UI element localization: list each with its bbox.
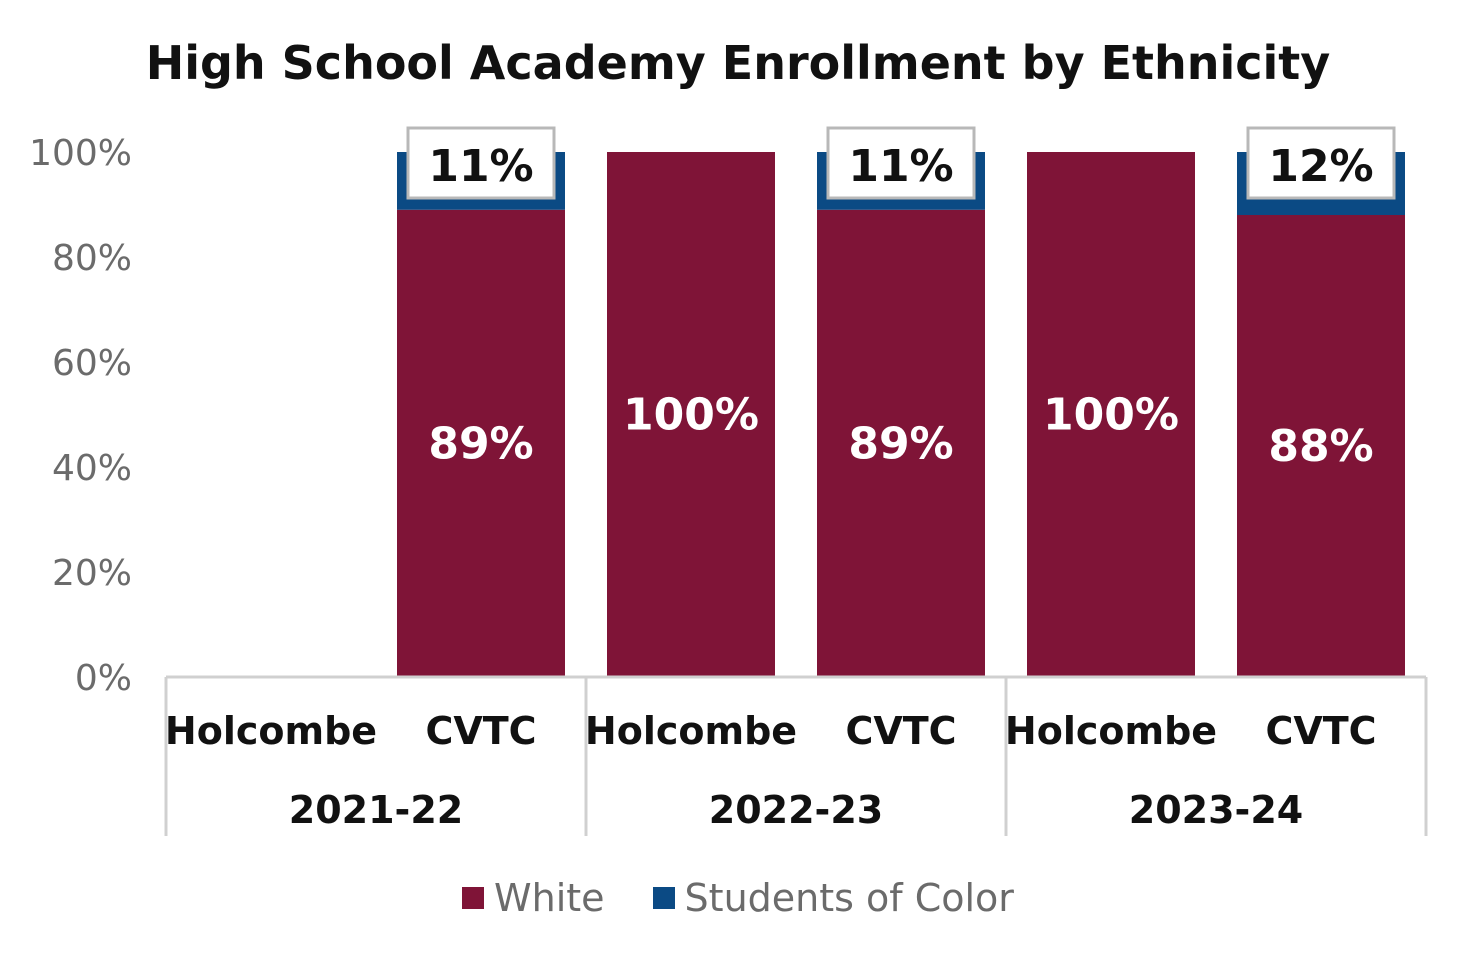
legend-label-students-of-color: Students of Color: [684, 876, 1014, 920]
y-tick-label: 40%: [52, 448, 132, 489]
y-tick-label: 20%: [52, 553, 132, 594]
data-label-white: 100%: [1043, 390, 1179, 441]
bar-white: [1027, 152, 1195, 677]
x-group-label: 2021-22: [289, 788, 463, 832]
legend-swatch-white: [462, 887, 485, 909]
data-label-students-of-color: 12%: [1268, 141, 1373, 192]
x-group-label: 2022-23: [709, 788, 883, 832]
chart-title: High School Academy Enrollment by Ethnic…: [145, 36, 1331, 90]
x-group-label: 2023-24: [1129, 788, 1303, 832]
x-category-label: Holcombe: [165, 709, 377, 753]
data-label-students-of-color: 11%: [428, 141, 533, 192]
data-label-white: 89%: [848, 418, 953, 469]
y-tick-label: 100%: [29, 133, 132, 174]
bar-white: [1237, 215, 1405, 677]
y-tick-label: 60%: [52, 343, 132, 384]
chart-plot: 0% 20% 40% 60% 80% 100% 89% 11% 100% 89% 11% 100% 88…: [29, 126, 1428, 836]
x-category-label: CVTC: [1265, 709, 1376, 753]
y-tick-label: 0%: [75, 658, 132, 699]
x-category-label: Holcombe: [585, 709, 797, 753]
data-label-white: 89%: [428, 418, 533, 469]
data-label-box: [406, 126, 556, 200]
legend: White Students of Color: [0, 876, 1476, 920]
legend-label-white: White: [494, 876, 605, 920]
legend-swatch-students-of-color: [652, 887, 675, 909]
data-label-white: 100%: [623, 390, 759, 441]
data-label-box: [1246, 126, 1396, 200]
data-label-white: 88%: [1268, 421, 1373, 472]
bar-white: [397, 209, 565, 677]
x-category-label: CVTC: [425, 709, 536, 753]
data-label-students-of-color: 11%: [848, 141, 953, 192]
data-label-box: [826, 126, 976, 200]
legend-item-students-of-color: Students of Color: [652, 876, 1014, 920]
legend-item-white: White: [462, 876, 605, 920]
bar-white: [607, 152, 775, 677]
x-category-label: Holcombe: [1005, 709, 1217, 753]
x-category-label: CVTC: [845, 709, 956, 753]
y-tick-label: 80%: [52, 238, 132, 279]
bar-white: [817, 209, 985, 677]
